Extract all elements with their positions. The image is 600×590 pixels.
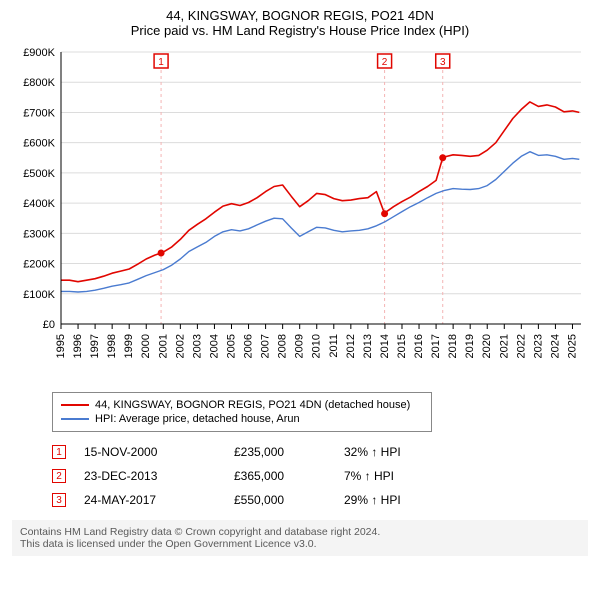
title-line-1: 44, KINGSWAY, BOGNOR REGIS, PO21 4DN bbox=[12, 8, 588, 23]
svg-text:2017: 2017 bbox=[430, 334, 442, 358]
legend-label: HPI: Average price, detached house, Arun bbox=[95, 413, 300, 425]
sales-table: 1 15-NOV-2000£235,00032% ↑ HPI 2 23-DEC-201… bbox=[52, 440, 588, 512]
sales-marker: 2 bbox=[52, 469, 66, 483]
svg-text:2014: 2014 bbox=[379, 334, 391, 358]
svg-text:2010: 2010 bbox=[311, 334, 323, 358]
svg-text:2021: 2021 bbox=[498, 334, 510, 358]
svg-text:£400K: £400K bbox=[23, 198, 55, 210]
sales-pct: 7% ↑ HPI bbox=[344, 469, 454, 483]
svg-text:1997: 1997 bbox=[89, 334, 101, 358]
svg-text:2001: 2001 bbox=[157, 334, 169, 358]
svg-text:2008: 2008 bbox=[277, 334, 289, 358]
svg-text:2013: 2013 bbox=[362, 334, 374, 358]
sales-price: £235,000 bbox=[234, 445, 344, 459]
svg-text:1: 1 bbox=[158, 57, 164, 68]
svg-text:1995: 1995 bbox=[55, 334, 67, 358]
figure-container: 44, KINGSWAY, BOGNOR REGIS, PO21 4DN Pri… bbox=[0, 0, 600, 564]
svg-text:£600K: £600K bbox=[23, 138, 55, 150]
sales-marker: 1 bbox=[52, 445, 66, 459]
chart-area: £0 £100K £200K £300K £400K £500K £600K £700K £80… bbox=[15, 44, 585, 384]
svg-text:2024: 2024 bbox=[549, 334, 561, 358]
svg-text:2011: 2011 bbox=[328, 334, 340, 358]
legend-row: 44, KINGSWAY, BOGNOR REGIS, PO21 4DN (de… bbox=[61, 399, 423, 411]
sales-row: 1 15-NOV-2000£235,00032% ↑ HPI bbox=[52, 440, 588, 464]
svg-text:2006: 2006 bbox=[243, 334, 255, 358]
sales-pct: 29% ↑ HPI bbox=[344, 493, 454, 507]
chart-svg: £0 £100K £200K £300K £400K £500K £600K £700K £80… bbox=[15, 44, 585, 384]
svg-text:2019: 2019 bbox=[464, 334, 476, 358]
sales-row: 3 24-MAY-2017£550,00029% ↑ HPI bbox=[52, 488, 588, 512]
legend-box: 44, KINGSWAY, BOGNOR REGIS, PO21 4DN (de… bbox=[52, 392, 432, 432]
svg-text:2020: 2020 bbox=[481, 334, 493, 358]
svg-text:£800K: £800K bbox=[23, 77, 55, 89]
sales-price: £365,000 bbox=[234, 469, 344, 483]
svg-text:2023: 2023 bbox=[532, 334, 544, 358]
svg-text:1998: 1998 bbox=[106, 334, 118, 358]
svg-text:1996: 1996 bbox=[72, 334, 84, 358]
svg-text:2003: 2003 bbox=[191, 334, 203, 358]
svg-text:£500K: £500K bbox=[23, 168, 55, 180]
legend-swatch bbox=[61, 418, 89, 420]
svg-text:£700K: £700K bbox=[23, 107, 55, 119]
svg-text:1999: 1999 bbox=[123, 334, 135, 358]
sales-date: 23-DEC-2013 bbox=[84, 469, 234, 483]
legend-row: HPI: Average price, detached house, Arun bbox=[61, 413, 423, 425]
svg-text:3: 3 bbox=[440, 57, 446, 68]
svg-text:2: 2 bbox=[382, 57, 388, 68]
footer-attribution: Contains HM Land Registry data © Crown c… bbox=[12, 520, 588, 556]
title-block: 44, KINGSWAY, BOGNOR REGIS, PO21 4DN Pri… bbox=[12, 8, 588, 38]
svg-text:£200K: £200K bbox=[23, 259, 55, 271]
svg-text:2005: 2005 bbox=[225, 334, 237, 358]
sales-marker: 3 bbox=[52, 493, 66, 507]
svg-text:£300K: £300K bbox=[23, 228, 55, 240]
legend-label: 44, KINGSWAY, BOGNOR REGIS, PO21 4DN (de… bbox=[95, 399, 410, 411]
sales-pct: 32% ↑ HPI bbox=[344, 445, 454, 459]
title-line-2: Price paid vs. HM Land Registry's House … bbox=[12, 23, 588, 38]
svg-text:£900K: £900K bbox=[23, 47, 55, 59]
svg-text:2022: 2022 bbox=[515, 334, 527, 358]
svg-text:2015: 2015 bbox=[396, 334, 408, 358]
footer-line-1: Contains HM Land Registry data © Crown c… bbox=[20, 526, 580, 538]
svg-text:2007: 2007 bbox=[260, 334, 272, 358]
svg-text:£100K: £100K bbox=[23, 289, 55, 301]
sales-date: 24-MAY-2017 bbox=[84, 493, 234, 507]
sales-price: £550,000 bbox=[234, 493, 344, 507]
svg-text:2009: 2009 bbox=[294, 334, 306, 358]
svg-text:2004: 2004 bbox=[208, 334, 220, 358]
svg-text:2016: 2016 bbox=[413, 334, 425, 358]
svg-text:2000: 2000 bbox=[140, 334, 152, 358]
footer-line-2: This data is licensed under the Open Gov… bbox=[20, 538, 580, 550]
legend-swatch bbox=[61, 404, 89, 406]
sales-row: 2 23-DEC-2013£365,0007% ↑ HPI bbox=[52, 464, 588, 488]
svg-text:2018: 2018 bbox=[447, 334, 459, 358]
svg-text:2002: 2002 bbox=[174, 334, 186, 358]
svg-text:£0: £0 bbox=[43, 319, 55, 331]
svg-text:2025: 2025 bbox=[566, 334, 578, 358]
sales-date: 15-NOV-2000 bbox=[84, 445, 234, 459]
svg-text:2012: 2012 bbox=[345, 334, 357, 358]
